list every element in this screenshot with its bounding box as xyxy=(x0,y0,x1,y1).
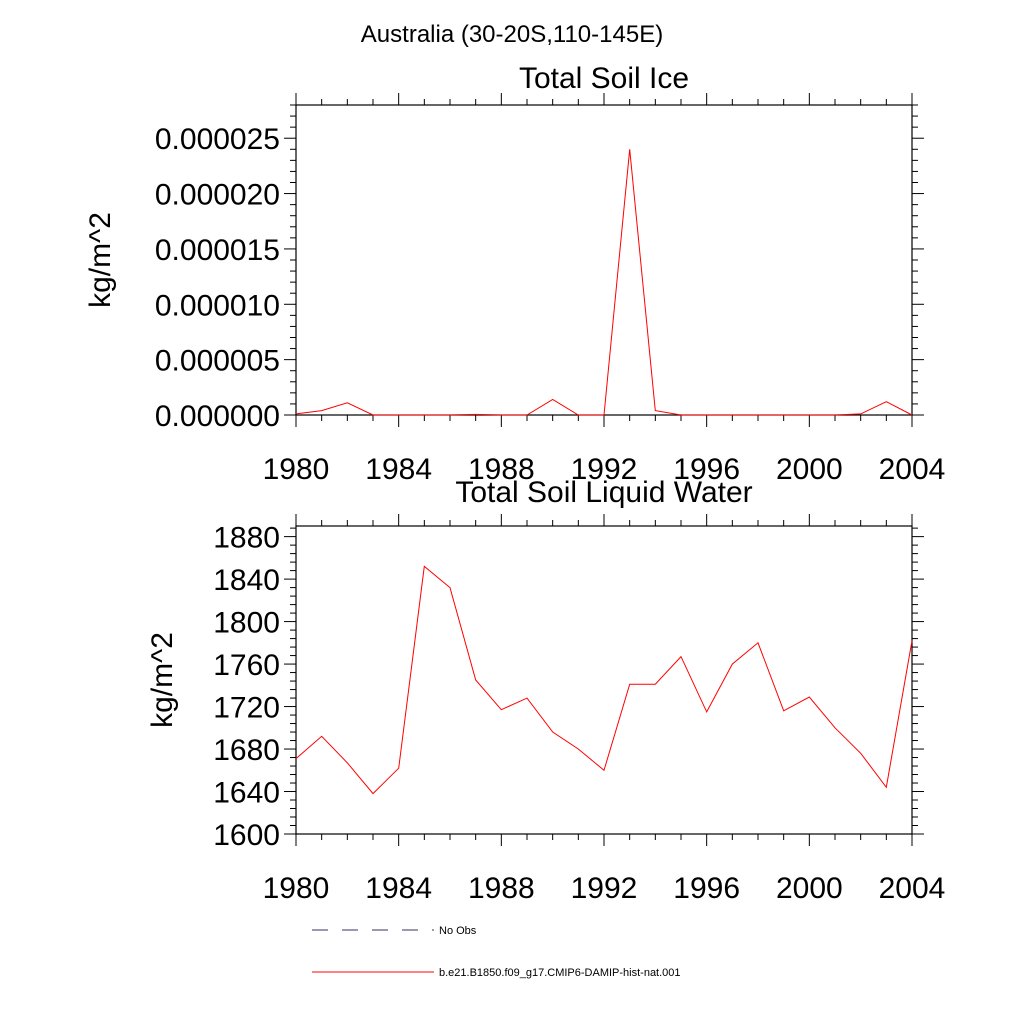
series-line xyxy=(295,149,913,416)
x-tick-label: 1992 xyxy=(571,453,638,486)
y-axis-label: kg/m^2 xyxy=(84,212,117,308)
y-tick-label: 1640 xyxy=(213,777,280,810)
y-tick-label: 0.000015 xyxy=(155,234,280,267)
y-tick-label: 1600 xyxy=(213,819,280,852)
series-line xyxy=(295,565,913,795)
y-tick-label: 0.000025 xyxy=(155,123,280,156)
y-tick-label: 0.000005 xyxy=(155,345,280,378)
chart-title: Total Soil Liquid Water xyxy=(455,476,752,509)
x-tick-label: 1996 xyxy=(673,453,740,486)
x-tick-label: 2004 xyxy=(879,453,946,486)
y-tick-label: 0.000020 xyxy=(155,179,280,212)
y-tick-label: 0.000010 xyxy=(155,289,280,322)
x-tick-label: 1980 xyxy=(263,872,330,905)
x-tick-label: 1984 xyxy=(365,453,432,486)
chart-panel-2: Total Soil Liquid Water 1980 1984 1988 1992 1… xyxy=(146,476,945,905)
x-tick-label: 1980 xyxy=(263,453,330,486)
figure-suptitle: Australia (30-20S,110-145E) xyxy=(361,21,663,48)
y-axis-label: kg/m^2 xyxy=(146,632,179,728)
chart-title: Total Soil Ice xyxy=(519,62,689,95)
y-tick-label: 1840 xyxy=(213,564,280,597)
y-tick-label: 0.000000 xyxy=(155,400,280,433)
x-tick-label: 1988 xyxy=(468,453,535,486)
legend-label: No Obs xyxy=(439,925,477,937)
y-tick-label: 1800 xyxy=(213,607,280,640)
y-tick-label: 1880 xyxy=(213,522,280,555)
chart-panel-1: Total Soil Ice 1980 1984 1988 1992 1996 2000 20… xyxy=(84,62,945,486)
x-tick-label: 2000 xyxy=(776,872,843,905)
y-tick-label: 1720 xyxy=(213,692,280,725)
plot-frame xyxy=(295,525,913,835)
legend-label: b.e21.B1850.f09_g17.CMIP6-DAMIP-hist-nat… xyxy=(439,967,681,979)
x-tick-label: 2000 xyxy=(776,453,843,486)
chart-panels: Total Soil Ice 1980 1984 1988 1992 1996 2000 20… xyxy=(84,62,945,905)
legend: No Obs b.e21.B1850.f09_g17.CMIP6-DAMIP-hi… xyxy=(312,925,681,979)
x-tick-label: 1992 xyxy=(571,872,638,905)
x-tick-label: 1984 xyxy=(365,872,432,905)
x-tick-label: 2004 xyxy=(879,872,946,905)
y-tick-label: 1760 xyxy=(213,649,280,682)
x-tick-label: 1996 xyxy=(673,872,740,905)
y-tick-label: 1680 xyxy=(213,734,280,767)
x-tick-label: 1988 xyxy=(468,872,535,905)
plot-frame xyxy=(295,104,913,416)
